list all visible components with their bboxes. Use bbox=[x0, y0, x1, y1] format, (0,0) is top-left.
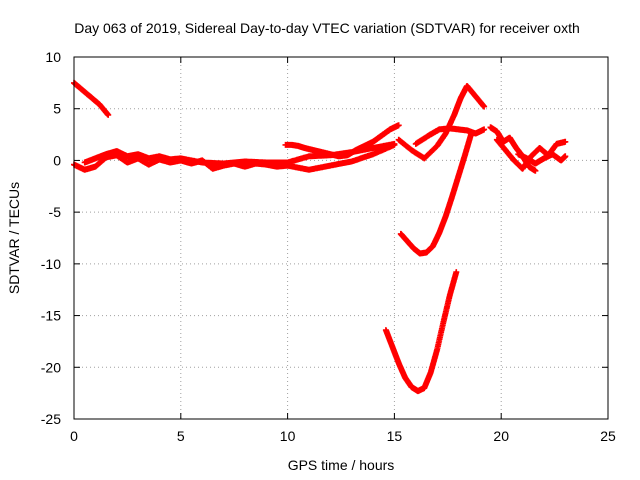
y-tick-label: -20 bbox=[41, 359, 61, 375]
series-markers bbox=[282, 122, 402, 160]
series-arc-early-decline bbox=[71, 79, 112, 118]
series-markers bbox=[487, 124, 539, 174]
series-markers bbox=[397, 130, 475, 257]
series-markers bbox=[71, 79, 112, 118]
y-tick-label: -15 bbox=[41, 308, 61, 324]
series-arc-dip-9 bbox=[397, 130, 475, 257]
series-arc-rise-15h bbox=[395, 83, 488, 162]
y-tick-label: 10 bbox=[45, 49, 61, 65]
series-arc-late-21h bbox=[515, 151, 569, 167]
series-arc-high-loop bbox=[412, 125, 488, 147]
x-tick-label: 10 bbox=[280, 428, 296, 444]
data-marks bbox=[71, 79, 569, 395]
series-arc-late-19h bbox=[487, 124, 539, 174]
series-markers bbox=[412, 125, 488, 147]
x-tick-label: 5 bbox=[177, 428, 185, 444]
y-axis-label: SDTVAR / TECUs bbox=[6, 182, 22, 294]
series-arc-dip-22 bbox=[382, 269, 460, 395]
x-tick-label: 20 bbox=[493, 428, 509, 444]
x-axis-label: GPS time / hours bbox=[288, 457, 395, 473]
plot-frame bbox=[73, 56, 609, 420]
series-markers bbox=[382, 269, 460, 395]
y-tick-label: 0 bbox=[53, 152, 61, 168]
axis-ticks: 0 5 10 15 20 25 10 5 0 -5 -10 -15 -20 -25 bbox=[41, 49, 616, 444]
grid-lines bbox=[74, 57, 608, 419]
chart-title: Day 063 of 2019, Sidereal Day-to-day VTE… bbox=[74, 20, 580, 36]
y-tick-label: -5 bbox=[49, 204, 62, 220]
y-tick-label: -25 bbox=[41, 411, 61, 427]
x-tick-label: 25 bbox=[600, 428, 616, 444]
y-tick-label: 5 bbox=[53, 101, 61, 117]
series-arc-bump-10h bbox=[282, 122, 402, 160]
series-markers bbox=[395, 83, 488, 162]
series-markers bbox=[515, 151, 569, 167]
y-tick-label: -10 bbox=[41, 256, 61, 272]
x-tick-label: 15 bbox=[387, 428, 403, 444]
x-tick-label: 0 bbox=[70, 428, 78, 444]
